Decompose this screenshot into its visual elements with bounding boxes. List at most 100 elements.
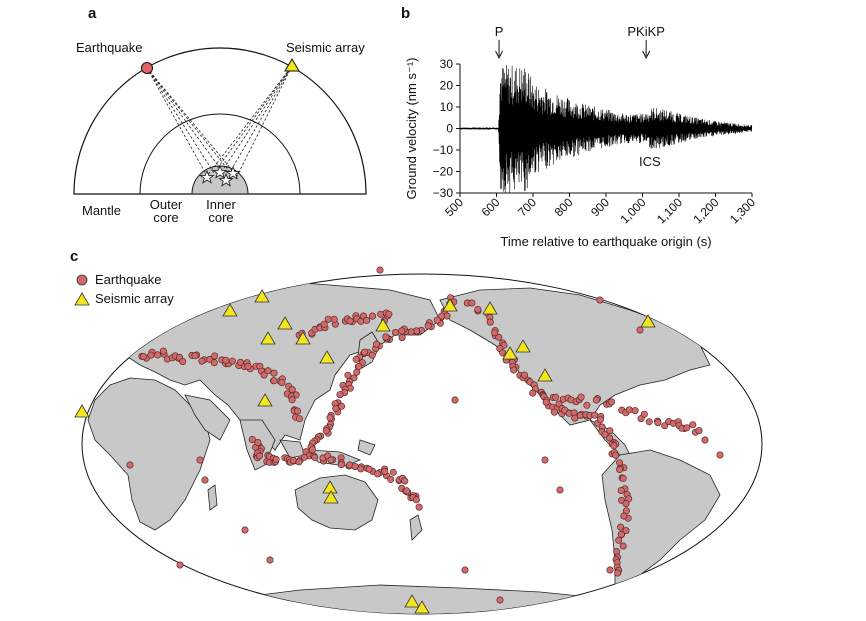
earthquake-dot [338,402,346,410]
earthquake-dot [398,327,406,335]
y-tick-label: 20 [440,79,454,93]
seismic-array-triangle [404,594,420,608]
seismic-array-label: Seismic array [286,40,365,55]
earthquake-dot [357,465,365,473]
earthquake-dot [361,348,369,356]
madagascar-island [207,484,218,511]
panel-b-letter: b [401,5,411,22]
earthquake-dot [461,566,469,574]
earthquake-dot [264,367,272,375]
earthquake-dot [191,352,199,360]
earthquake-dot [619,474,627,482]
earthquake-dot [607,398,615,406]
earthquake-dot [330,315,338,323]
earthquake-dot [272,455,280,463]
earthquake-dot [577,393,585,401]
earthquake-marker [141,62,153,74]
earthquake-markers [126,266,724,604]
earthquake-dot [622,499,630,507]
inner-core-line-2: core [208,210,234,225]
seismic-array-triangle [257,393,273,407]
reflection-stars [199,164,241,187]
earthquake-dot [591,411,599,419]
seismic-array-triangle [537,368,553,382]
earthquake-dot [389,468,397,476]
earthquake-dot [385,310,393,318]
earthquake-dot [248,435,256,443]
y-tick-label: −20 [433,165,454,179]
phase-label: PKiKP [627,24,665,39]
mantle-label: Mantle [82,203,122,218]
earthquake-dot [196,456,204,464]
earthquake-dot [211,352,219,360]
earthquake-dot [495,333,503,341]
earthquake-dot [576,411,584,419]
earthquake-dot [201,476,209,484]
earthquake-dot [510,366,518,374]
earthquake-dot [606,434,614,442]
x-axis-title: Time relative to earthquake origin (s) [500,234,711,249]
earthquake-dot [222,356,230,364]
earthquake-dot [368,351,376,359]
earthquake-dot [353,368,361,376]
seismic-array-triangle [502,346,518,360]
earthquake-dot [293,407,301,415]
earthquake-dot [616,465,624,473]
seismic-array-triangle [254,289,270,303]
earthquake-dot [403,487,411,495]
earthquake-dot [583,401,591,409]
earthquake-dot [625,406,633,414]
earthquake-dot [592,396,600,404]
earthquake-dot [346,317,354,325]
earthquake-dot [241,526,249,534]
earthquake-dot [254,438,262,446]
seismic-array-triangle [74,404,90,418]
earthquake-dot [468,299,476,307]
earthquake-dot [601,431,609,439]
earthquake-dot [179,357,187,365]
earthquake-dot [596,416,604,424]
earthquake-dot [412,496,420,504]
earthquake-dot [640,410,648,418]
seismic-array-triangle [482,301,498,315]
earthquake-dot [139,352,147,360]
earthquake-dot [382,333,390,341]
arabia-landmass [184,394,231,441]
earthquake-dot [210,359,218,367]
phase-label: P [495,24,504,39]
star-icon [212,164,228,179]
earthquake-dot [377,310,385,318]
seismic-array-markers [74,289,656,614]
y-axis-title: Ground velocity (nm s⁻¹) [404,58,419,200]
earthquake-dot [374,470,382,478]
south-america-landmass [601,449,721,591]
seismic-array-triangle [414,600,430,614]
earthquake-dot [552,393,560,401]
antarctica-landmass [149,584,701,614]
earthquake-dot [270,369,278,377]
earthquake-dot [320,320,328,328]
earthquake-dot [620,512,628,520]
earthquake-dot [556,486,564,494]
y-tick-label: 0 [446,122,453,136]
seismic-array-triangle [375,318,391,332]
earthquake-dot [376,266,384,274]
earthquake-dot [368,312,376,320]
arrow-head-icon [642,50,651,60]
earthquake-dot [606,566,614,574]
earthquake-dot [278,379,286,387]
earthquake-dot [613,547,621,555]
inner-core-label: Inner core [193,198,249,224]
waveform-trace [459,65,753,193]
earthquake-dot [324,315,332,323]
earthquake-label: Earthquake [76,40,143,55]
earthquake-dot [631,407,639,415]
earthquake-dot [683,424,691,432]
earthquake-dot [617,486,625,494]
earthquake-dot [126,461,134,469]
africa-landmass [87,377,211,531]
star-icon [225,165,241,180]
